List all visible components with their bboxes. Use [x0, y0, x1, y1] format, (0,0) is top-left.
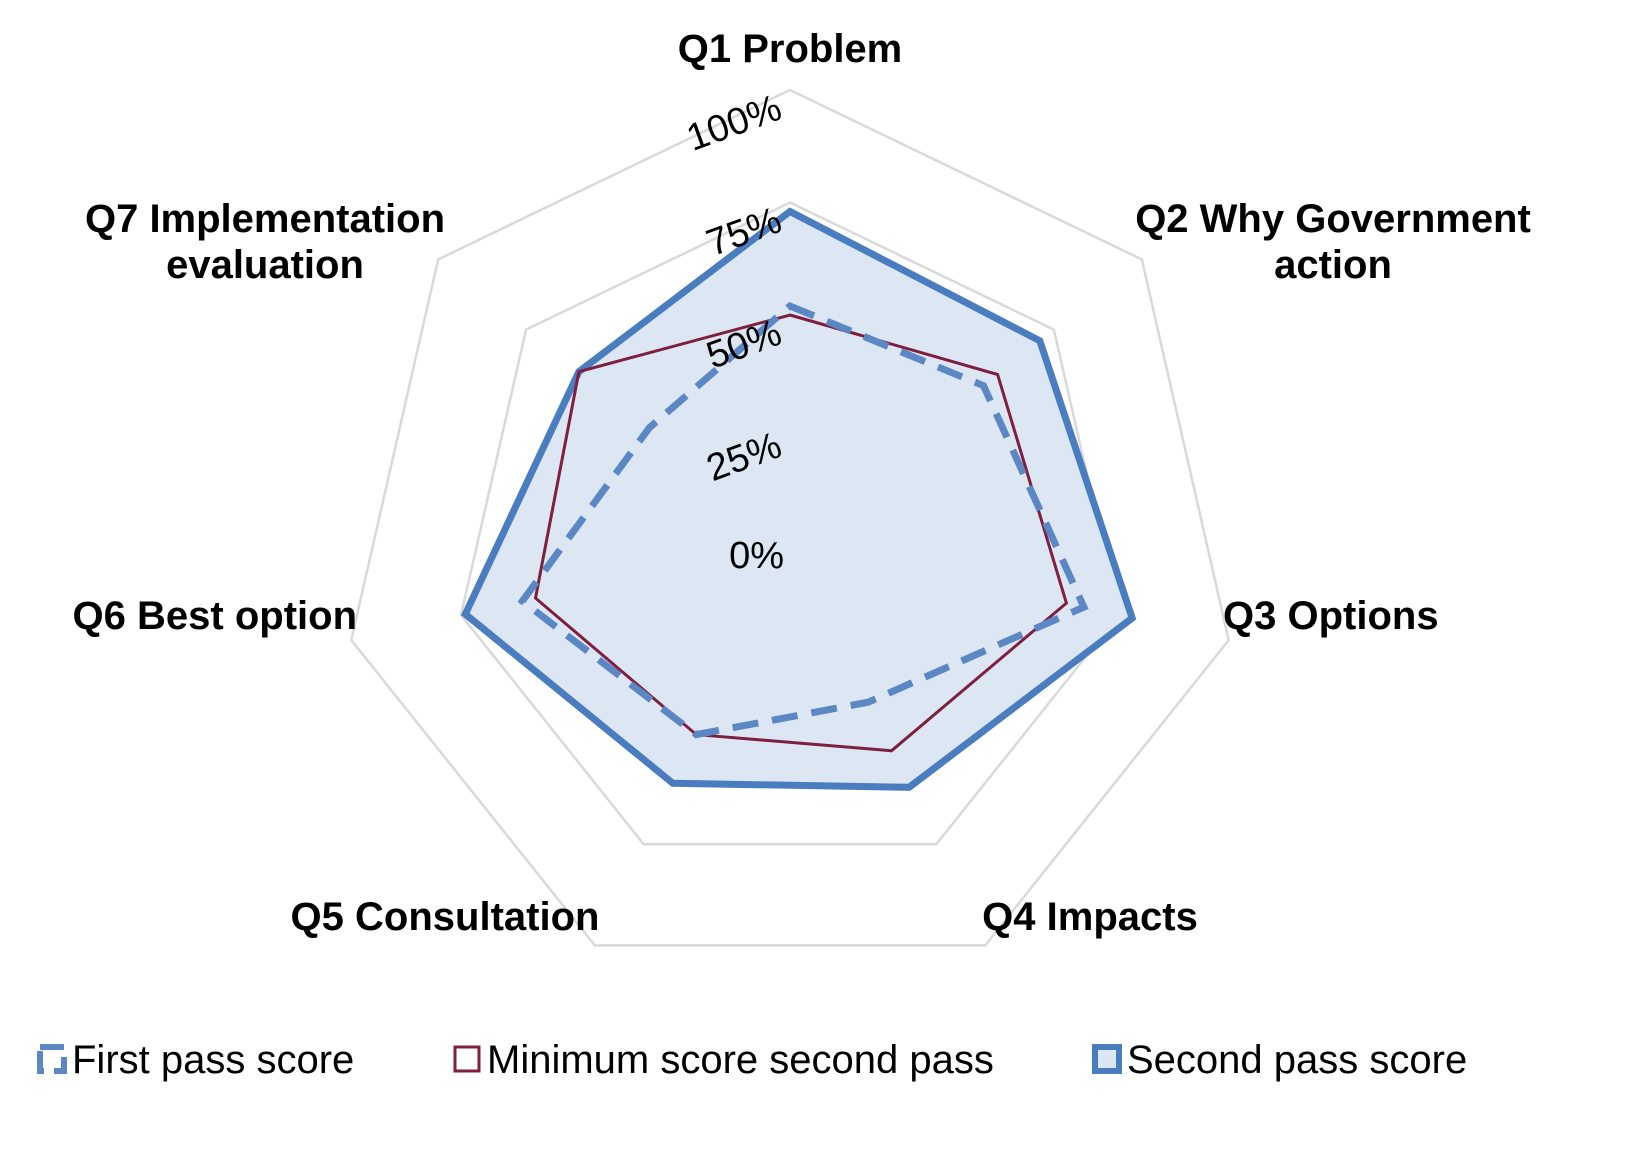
legend-swatch-1 [37, 1044, 67, 1074]
category-label-q1: Q1 Problem [678, 27, 903, 71]
legend-label-3: Second pass score [1127, 1038, 1467, 1082]
legend-item-minimum-score-second-pass: Minimum score second pass [453, 1038, 994, 1082]
grid-ring-100pct [349, 88, 1231, 947]
legend-label-1: First pass score [72, 1038, 354, 1082]
legend-item-second-pass-score: Second pass score [1092, 1038, 1467, 1082]
series-first-pass-score [517, 301, 1089, 739]
series-minimum-score-second-pass [533, 313, 1069, 753]
legend-item-first-pass-score: First pass score [37, 1038, 354, 1082]
series-second-pass-score [460, 207, 1137, 791]
radar-series [460, 207, 1137, 791]
legend-swatch-3 [1092, 1044, 1122, 1074]
category-label-q7: Q7 Implementation evaluation [85, 197, 445, 287]
tick-label-0pct: 0% [729, 535, 784, 577]
category-labels: Q1 Problem Q2 Why Government action Q3 Opti… [73, 27, 1531, 939]
category-label-q4: Q4 Impacts [982, 895, 1198, 939]
category-label-q5: Q5 Consultation [291, 895, 600, 939]
legend-swatch-2 [453, 1045, 481, 1073]
category-label-q2: Q2 Why Government action [1135, 197, 1531, 287]
tick-label-100pct: 100% [681, 87, 787, 160]
category-label-q6: Q6 Best option [73, 594, 357, 638]
category-label-q3: Q3 Options [1223, 594, 1439, 638]
grid-ring-75pct [459, 201, 1121, 846]
legend-label-2: Minimum score second pass [487, 1038, 994, 1082]
legend: First pass score Minimum score second pas… [37, 1038, 1467, 1082]
